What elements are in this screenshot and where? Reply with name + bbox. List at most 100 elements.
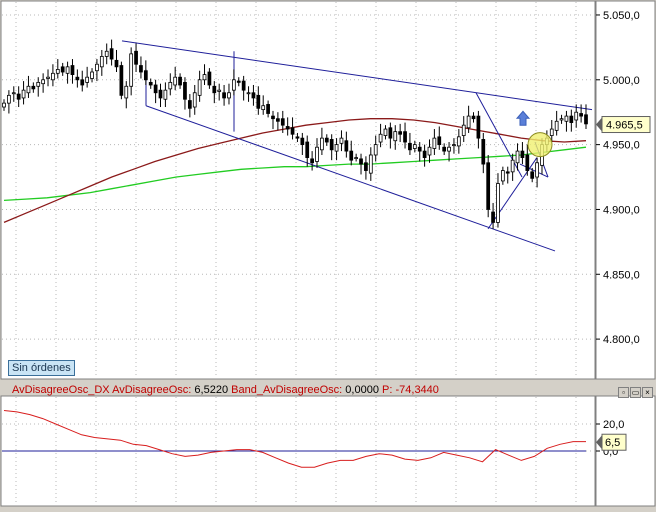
candle-body	[163, 89, 168, 100]
candle-body	[241, 80, 246, 91]
candle-body	[217, 89, 222, 92]
candle-body	[114, 59, 119, 68]
osc-label: AvDisagreeOsc:	[112, 384, 192, 396]
candle-body	[285, 126, 290, 130]
close-pane-icon[interactable]: ×	[642, 387, 653, 398]
candle-body	[305, 141, 310, 158]
candle-body	[564, 115, 569, 122]
candle-body	[403, 131, 407, 143]
candle-body	[222, 92, 226, 99]
candle-body	[315, 146, 319, 162]
candle-body	[158, 89, 163, 99]
candle-body	[359, 158, 363, 165]
candle-body	[139, 65, 143, 73]
p-value: -74,3440	[395, 384, 439, 396]
candle-body	[134, 50, 138, 65]
candle-body	[574, 111, 579, 121]
ma-slow-line	[3, 118, 587, 223]
candle-body	[231, 79, 236, 91]
price-tick-label: 4.800,0	[603, 334, 640, 346]
candle-body	[496, 183, 500, 223]
candle-body	[339, 137, 344, 144]
candle-body	[31, 85, 36, 90]
candle-body	[408, 142, 412, 151]
signal-markers	[515, 110, 553, 158]
candle-body	[129, 53, 134, 87]
maximize-pane-button[interactable]: ▭	[630, 387, 641, 398]
candle-body	[90, 71, 94, 79]
candle-body	[417, 146, 422, 152]
candle-body	[65, 66, 70, 74]
buy-arrow-icon	[515, 110, 531, 126]
price-plot-area[interactable]	[0, 0, 596, 380]
candle-body	[412, 144, 417, 149]
candle-body	[290, 127, 295, 135]
candle-body	[559, 118, 564, 121]
candle-body	[183, 81, 187, 100]
minimize-pane-button[interactable]: ▫	[618, 387, 629, 398]
price-axis[interactable]	[595, 0, 656, 380]
oscillator-lines	[2, 410, 586, 468]
candle-body	[271, 115, 275, 120]
oscillator-value-label: 6,5	[605, 437, 620, 449]
candle-body	[324, 137, 329, 143]
candle-body	[569, 115, 574, 123]
candle-body	[227, 92, 231, 99]
last-price-badge	[601, 116, 651, 134]
candle-body	[187, 100, 192, 109]
status-badge[interactable]: Sin órdenes	[8, 360, 75, 376]
candle-body	[104, 50, 109, 57]
price-tick-label: 5.000,0	[603, 75, 640, 87]
candle-body	[368, 154, 373, 174]
candle-body	[452, 144, 456, 147]
price-grid	[2, 2, 594, 378]
p-label: P:	[382, 384, 393, 396]
candle-body	[70, 65, 75, 76]
highlight-circle	[527, 132, 553, 158]
indicator-legend: AvDisagreeOsc_DX AvDisagreeOsc: 6,5220 B…	[12, 384, 439, 396]
candle-body	[143, 70, 148, 81]
candle-body	[46, 76, 50, 79]
candle-body	[168, 81, 173, 90]
candle-body	[11, 92, 16, 95]
candle-body	[461, 124, 466, 136]
oscillator-axis[interactable]	[595, 395, 656, 507]
candle-body	[173, 76, 178, 86]
candle-body	[276, 118, 280, 122]
candle-body	[378, 133, 383, 143]
candle-body	[471, 115, 476, 120]
candle-body	[51, 72, 55, 81]
candle-body	[349, 150, 354, 161]
oscillator-line	[3, 410, 586, 468]
candle-body	[334, 144, 339, 152]
candle-body	[246, 92, 251, 95]
candle-body	[505, 171, 510, 174]
candle-body	[280, 118, 285, 126]
candle-body	[520, 150, 525, 158]
candle-body	[36, 81, 41, 87]
candle-body	[535, 162, 539, 178]
candle-body	[584, 114, 588, 125]
candle-body	[153, 84, 158, 94]
candle-body	[579, 113, 583, 117]
candle-body	[481, 139, 486, 165]
candle-body	[261, 105, 266, 111]
oscillator-pointer	[596, 435, 602, 450]
candle-body	[525, 154, 530, 171]
candle-body	[300, 137, 305, 146]
ma-long-line	[3, 146, 587, 202]
candle-body	[21, 89, 26, 99]
trendline	[121, 40, 593, 111]
candle-body	[178, 76, 182, 86]
candle-body	[373, 144, 378, 156]
candle-body	[388, 127, 393, 139]
candle-body	[55, 69, 60, 74]
candle-body	[295, 136, 300, 139]
candle-body	[60, 66, 65, 73]
candle-body	[310, 158, 314, 164]
price-tick-label: 5.050,0	[603, 10, 640, 22]
candle-body	[119, 65, 124, 96]
candle-body	[95, 63, 99, 72]
candle-body	[530, 171, 535, 179]
